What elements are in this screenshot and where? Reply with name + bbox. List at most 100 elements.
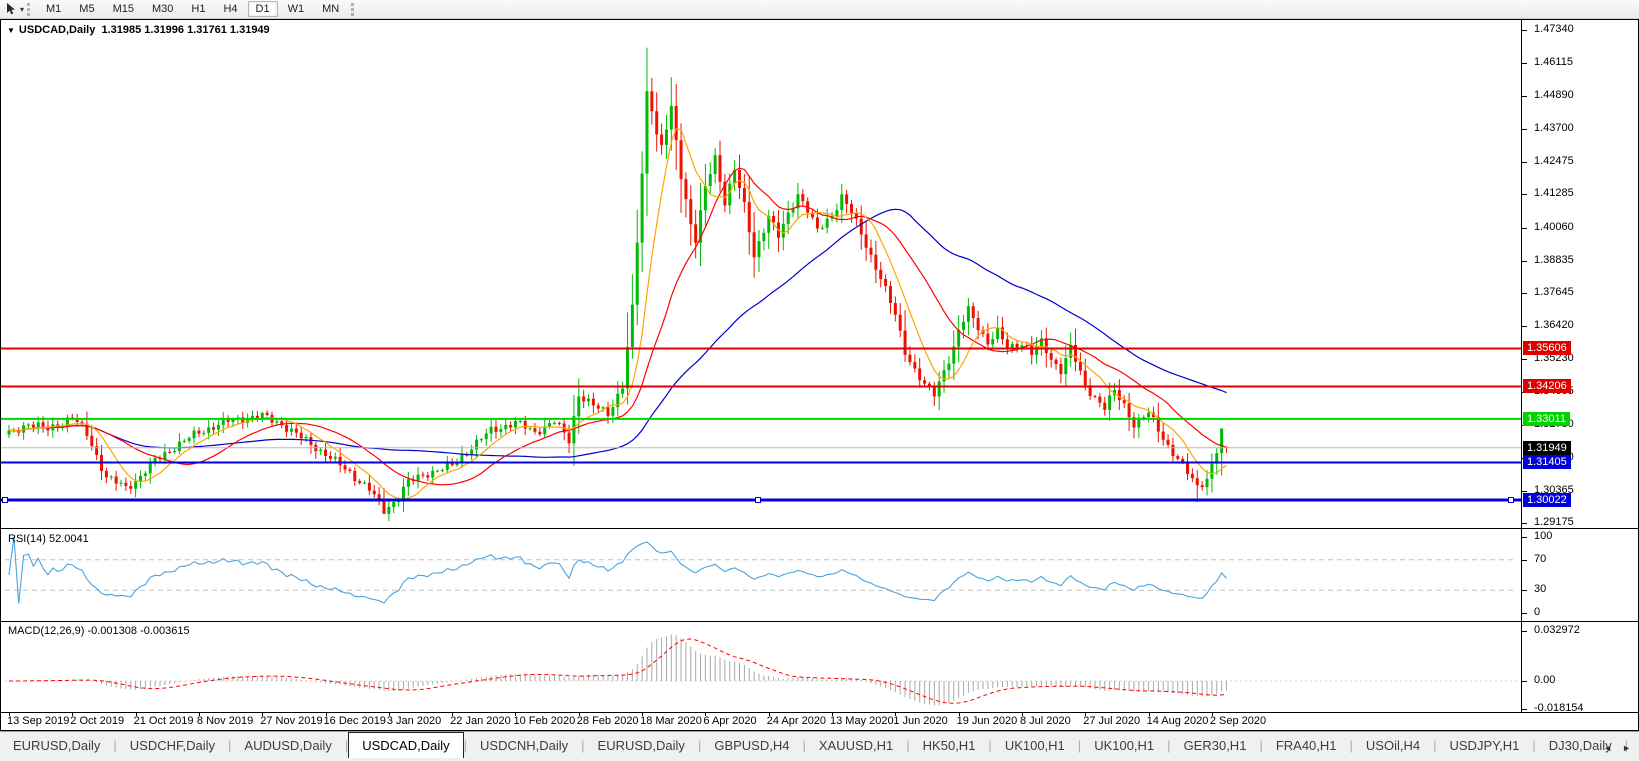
axis-tick-mark [1522,613,1527,614]
time-axis-tick [452,713,454,716]
panel-separator[interactable] [1,528,1638,529]
timeframe-button-mn[interactable]: MN [322,2,340,15]
cursor-tool-icon [7,3,15,15]
timeframe-button-m5[interactable]: M5 [79,2,95,15]
macd-indicator-label: MACD(12,26,9) -0.001308 -0.003615 [8,625,190,637]
symbol-tab-ger30-h1[interactable]: GER30,H1 [1183,738,1247,753]
axis-tick-mark [1522,537,1527,538]
time-axis-label: 2 Sep 2020 [1209,715,1267,727]
time-axis-tick [832,713,834,716]
time-axis-tick [9,713,10,716]
chart-window[interactable]: ▼ USDCAD,Daily 1.31985 1.31996 1.31761 1.… [0,19,1639,731]
chart-canvas[interactable] [1,20,1521,713]
time-axis-tick [72,713,74,716]
symbol-tab-gbpusd-h4[interactable]: GBPUSD,H4 [714,738,790,753]
symbol-tab-fra40-h1[interactable]: FRA40,H1 [1275,738,1337,753]
level-price-badge: 1.33011 [1523,412,1570,426]
tab-separator: | [697,738,702,753]
time-axis-label: 8 Nov 2019 [196,715,254,727]
axis-tick-mark [1522,194,1527,195]
tab-scroll-left-icon[interactable]: ◄ [1603,743,1613,753]
tab-separator: | [344,738,349,753]
tab-scroll-right-icon[interactable]: ► [1622,743,1631,753]
symbol-tab-usdjpy-h1[interactable]: USDJPY,H1 [1449,738,1520,753]
timeframe-button-h4[interactable]: H4 [223,2,238,15]
tab-separator: | [906,738,910,753]
axis-tick-mark [1522,293,1527,294]
price-axis-label: 1.41285 [1534,187,1574,199]
time-axis-tick [1085,713,1087,716]
symbol-tab-usdcnh-daily[interactable]: USDCNH,Daily [480,738,569,753]
time-axis-label: 22 Jan 2020 [450,715,511,727]
time-axis-tick [958,713,960,716]
tab-separator: | [802,738,806,753]
macd-axis-label: 0.00 [1534,674,1556,686]
time-axis-label: 14 Aug 2020 [1146,715,1209,727]
tab-separator: | [1433,738,1437,753]
toolbar-grip[interactable] [27,2,32,16]
top-toolbar: ▾ M1 M5 M15 M30 H1 H4 D1 W1 MN [0,0,1639,19]
panel-separator[interactable] [1,712,1638,713]
toolbar-grip[interactable] [351,2,356,16]
ma-line-fast[interactable] [8,128,1227,500]
symbol-tab-eurusd-daily[interactable]: EURUSD,Daily [13,738,101,753]
cursor-tool-button[interactable]: ▾ [4,2,24,16]
rsi-line[interactable] [8,536,1227,604]
symbol-tab-uk100-h1[interactable]: UK100,H1 [1004,738,1065,753]
price-axis-label: 1.38835 [1534,254,1574,266]
line-drag-handle[interactable] [2,497,8,504]
axis-tick-mark [1522,709,1527,710]
axis-tick-mark [1522,261,1527,262]
price-axis-label: 1.37645 [1534,286,1574,298]
line-drag-handle[interactable] [755,497,761,504]
tab-separator: | [1624,738,1628,753]
symbol-tab-xauusd-h1[interactable]: XAUUSD,H1 [818,738,894,753]
time-axis-label: 27 Nov 2019 [260,715,323,727]
timeframe-button-m15[interactable]: M15 [112,2,134,15]
price-axis-label: 1.42475 [1534,155,1574,167]
time-axis-label: 13 May 2020 [830,715,894,727]
candlestick-series [7,47,1228,522]
tab-separator: | [1077,738,1082,753]
rsi-axis-label: 100 [1534,530,1553,542]
ma-line-slow[interactable] [8,208,1227,458]
symbol-tab-usdchf-daily[interactable]: USDCHF,Daily [129,738,216,753]
ma-line-mid[interactable] [8,167,1227,486]
timeframe-button-m30[interactable]: M30 [151,2,174,15]
symbol-tab-hk50-h1[interactable]: HK50,H1 [922,738,976,753]
timeframe-button-d1[interactable]: D1 [247,0,278,17]
chevron-down-icon[interactable]: ▾ [20,4,25,14]
axis-tick-mark [1522,590,1527,591]
time-axis-tick [705,713,707,716]
price-axis-label: 1.43700 [1534,122,1574,134]
collapse-triangle-icon[interactable]: ▼ [7,26,15,35]
timeframe-button-h1[interactable]: H1 [191,2,206,15]
rsi-axis-label: 70 [1534,553,1547,565]
tab-separator: | [1167,738,1171,753]
line-drag-handle[interactable] [1508,497,1514,504]
symbol-tab-usdcad-daily[interactable]: USDCAD,Daily [348,732,464,758]
symbol-tab-eurusd-daily[interactable]: EURUSD,Daily [597,738,685,753]
timeframe-button-m1[interactable]: M1 [46,2,62,15]
time-axis-tick [1021,713,1023,716]
rsi-axis-label: 30 [1534,583,1547,595]
axis-tick-mark [1522,560,1527,561]
time-axis-label: 24 Apr 2020 [766,715,827,727]
symbol-tab-uk100-h1[interactable]: UK100,H1 [1094,738,1155,753]
time-axis-tick [515,713,517,716]
rsi-axis-label: 0 [1534,606,1541,618]
timeframe-button-w1[interactable]: W1 [287,2,305,15]
level-price-badge: 1.35606 [1523,341,1571,355]
current-price-badge: 1.31949 [1523,441,1571,455]
panel-separator[interactable] [1,621,1638,622]
symbol-tab-usoil-h4[interactable]: USOil,H4 [1365,738,1421,753]
tab-separator: | [1532,738,1536,753]
symbol-tab-dj30-daily[interactable]: DJ30,Daily [1548,738,1612,753]
symbol-tab-audusd-daily[interactable]: AUDUSD,Daily [244,738,332,753]
axis-tick-mark [1522,359,1527,360]
time-axis-label: 27 Jul 2020 [1083,715,1141,727]
time-axis-tick [1148,713,1150,716]
macd-signal-line[interactable] [9,638,1227,704]
time-axis-tick [198,713,200,716]
price-axis-label: 1.40060 [1534,221,1574,233]
